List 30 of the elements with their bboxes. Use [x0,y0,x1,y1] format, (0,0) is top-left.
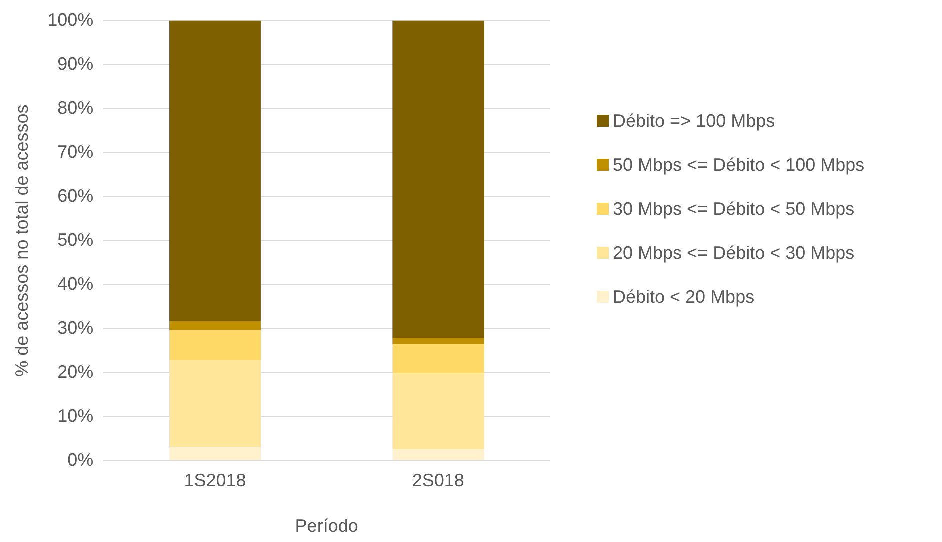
x-tick-label: 1S2018 [184,470,246,491]
legend-label: 50 Mbps <= Débito < 100 Mbps [613,154,865,176]
y-tick-label: 70% [58,142,94,162]
legend-label: Débito => 100 Mbps [613,110,776,132]
y-tick-label: 60% [58,186,94,206]
bar [392,374,484,450]
bar [169,447,261,460]
bar [169,360,261,448]
x-tick-label: 2S018 [412,470,464,491]
y-tick-label: 80% [58,98,94,118]
legend-label: Débito < 20 Mbps [613,286,755,308]
legend-label: 20 Mbps <= Débito < 30 Mbps [613,242,855,264]
bar [392,344,484,374]
y-tick-label: 50% [58,230,94,250]
y-tick-label: 10% [58,406,94,426]
y-tick-label: 100% [48,10,94,30]
y-axis-title: % de acessos no total de acessos [12,104,32,377]
bar [169,330,261,360]
y-tick-label: 40% [58,274,94,294]
bar [392,449,484,460]
bar [169,20,261,322]
bar [392,338,484,345]
y-tick-label: 30% [58,318,94,338]
y-tick-label: 0% [68,450,94,470]
y-tick-label: 90% [58,54,94,74]
bar [392,20,484,338]
legend-label: 30 Mbps <= Débito < 50 Mbps [613,198,855,220]
y-tick-label: 20% [58,362,94,382]
x-axis-title: Período [295,516,358,536]
bar [169,321,261,330]
